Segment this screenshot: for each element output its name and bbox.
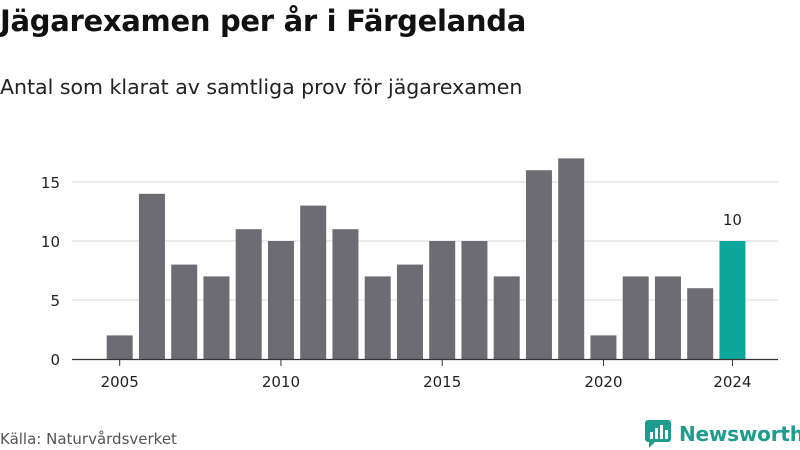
x-tick-label: 2020	[584, 373, 622, 391]
x-tick-label: 2005	[101, 373, 139, 391]
bar	[461, 241, 488, 359]
bar	[106, 335, 133, 359]
y-tick-label: 10	[41, 233, 60, 251]
bar	[719, 241, 746, 359]
bar	[171, 264, 198, 359]
brand-name: Newsworthy	[679, 422, 800, 446]
bar	[590, 335, 617, 359]
newsworthy-logo-icon	[645, 420, 671, 448]
bar	[364, 276, 391, 359]
bar	[235, 229, 262, 359]
data-label: 10	[723, 211, 742, 229]
x-tick-label: 2015	[423, 373, 461, 391]
x-tick-label: 2024	[713, 373, 751, 391]
source-note: Källa: Naturvårdsverket	[0, 430, 177, 448]
bar	[300, 205, 327, 359]
bar	[138, 193, 165, 359]
bar	[654, 276, 681, 359]
bar	[429, 241, 456, 359]
y-tick-label: 15	[41, 174, 60, 192]
bar	[203, 276, 230, 359]
chart-title: Jägarexamen per år i Färgelanda	[0, 4, 526, 38]
bar	[396, 264, 423, 359]
bar-chart: 0 5 10 15 2005 2010 2015 2020 2024 10	[41, 158, 778, 391]
bar	[332, 229, 359, 359]
bar	[622, 276, 649, 359]
y-tick-label: 0	[50, 351, 60, 369]
chart-subtitle: Antal som klarat av samtliga prov för jä…	[0, 75, 523, 99]
bar	[267, 241, 294, 359]
y-tick-label: 5	[50, 292, 60, 310]
bar	[687, 288, 714, 359]
x-tick-label: 2010	[262, 373, 300, 391]
brand-logo: Newsworthy	[645, 420, 800, 448]
bar	[558, 158, 585, 359]
bar	[525, 170, 552, 359]
bar	[493, 276, 520, 359]
